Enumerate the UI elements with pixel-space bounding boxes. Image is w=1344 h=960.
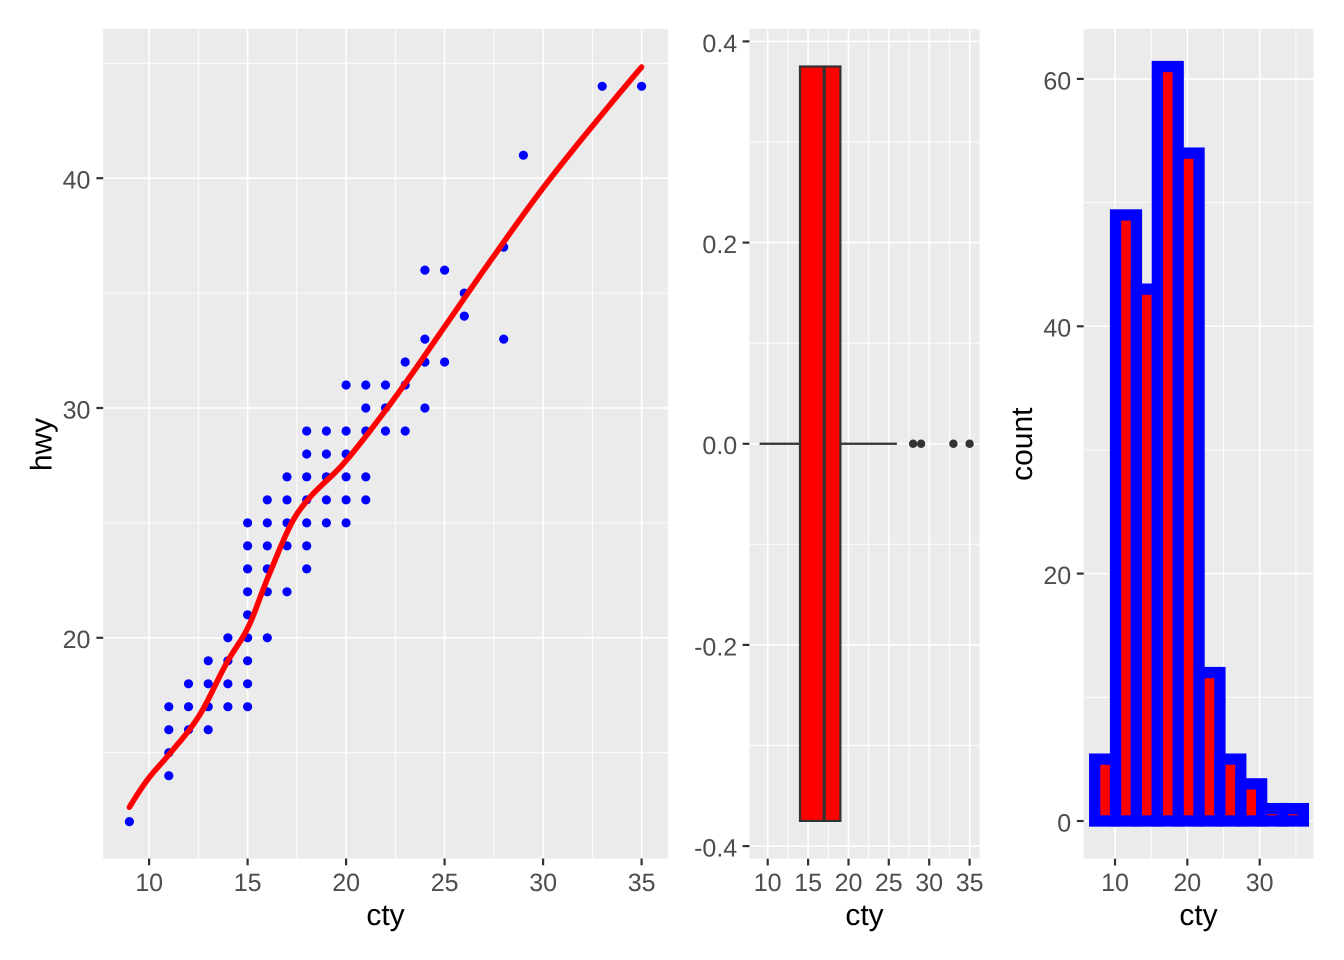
svg-text:cty: cty <box>845 899 883 932</box>
svg-text:0.0: 0.0 <box>702 432 737 460</box>
svg-text:count: count <box>1006 407 1039 481</box>
svg-text:30: 30 <box>915 869 943 897</box>
svg-text:30: 30 <box>1246 869 1274 897</box>
svg-text:-0.2: -0.2 <box>694 633 737 661</box>
svg-text:40: 40 <box>1043 315 1071 343</box>
svg-text:35: 35 <box>956 869 984 897</box>
svg-text:10: 10 <box>135 869 163 897</box>
svg-text:0: 0 <box>1057 809 1071 837</box>
svg-text:cty: cty <box>1179 899 1217 932</box>
svg-text:15: 15 <box>794 869 822 897</box>
svg-text:0.4: 0.4 <box>702 30 737 58</box>
svg-text:20: 20 <box>1173 869 1201 897</box>
svg-text:30: 30 <box>529 869 557 897</box>
svg-text:30: 30 <box>63 396 91 424</box>
svg-text:10: 10 <box>754 869 782 897</box>
svg-text:hwy: hwy <box>25 418 58 471</box>
svg-text:20: 20 <box>63 626 91 654</box>
svg-text:60: 60 <box>1043 67 1071 95</box>
svg-text:20: 20 <box>835 869 863 897</box>
svg-text:cty: cty <box>366 899 404 932</box>
svg-text:35: 35 <box>628 869 656 897</box>
svg-text:-0.4: -0.4 <box>694 835 737 863</box>
svg-text:25: 25 <box>431 869 459 897</box>
svg-text:20: 20 <box>332 869 360 897</box>
svg-text:40: 40 <box>63 167 91 195</box>
svg-text:0.2: 0.2 <box>702 231 737 259</box>
svg-text:10: 10 <box>1101 869 1129 897</box>
svg-text:25: 25 <box>875 869 903 897</box>
svg-text:15: 15 <box>234 869 262 897</box>
svg-text:20: 20 <box>1043 562 1071 590</box>
